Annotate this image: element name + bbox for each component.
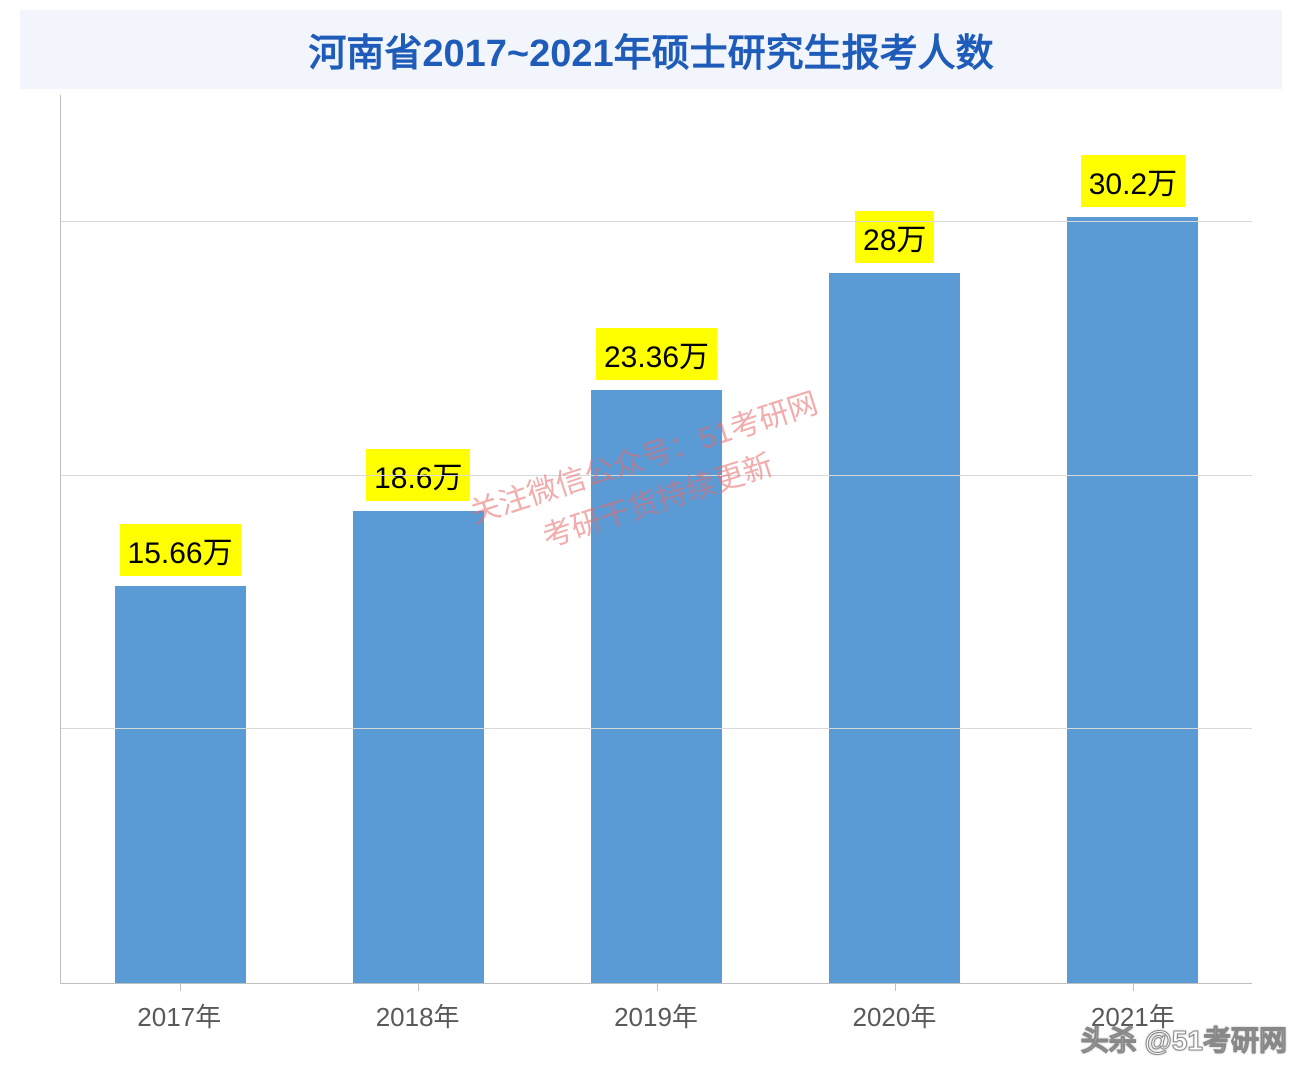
chart-container: 河南省2017~2021年硕士研究生报考人数 15.66万 18.6万 23.36万… bbox=[20, 10, 1282, 1054]
bar bbox=[353, 511, 484, 983]
x-tick bbox=[418, 983, 419, 991]
bar bbox=[591, 390, 722, 983]
x-tick bbox=[895, 983, 896, 991]
x-axis-label: 2017年 bbox=[60, 997, 298, 1034]
gridline bbox=[61, 728, 1252, 729]
plot-area: 15.66万 18.6万 23.36万 28万 30.2万 bbox=[60, 95, 1252, 984]
bar-slot: 23.36万 bbox=[537, 95, 775, 983]
bar bbox=[115, 586, 246, 983]
bar-slot: 28万 bbox=[776, 95, 1014, 983]
bar-value-label: 28万 bbox=[855, 211, 934, 263]
bar-value-label: 30.2万 bbox=[1081, 155, 1185, 207]
gridline bbox=[61, 221, 1252, 222]
bar-slot: 30.2万 bbox=[1014, 95, 1252, 983]
x-tick bbox=[657, 983, 658, 991]
x-axis-label: 2021年 bbox=[1014, 997, 1252, 1034]
gridline bbox=[61, 475, 1252, 476]
bar-slot: 15.66万 bbox=[61, 95, 299, 983]
chart-title: 河南省2017~2021年硕士研究生报考人数 bbox=[20, 10, 1282, 89]
bar-value-label: 23.36万 bbox=[596, 328, 717, 380]
x-axis-label: 2020年 bbox=[775, 997, 1013, 1034]
x-axis-labels: 2017年2018年2019年2020年2021年 bbox=[60, 997, 1252, 1034]
x-tick bbox=[1133, 983, 1134, 991]
x-axis-label: 2018年 bbox=[298, 997, 536, 1034]
bar-value-label: 15.66万 bbox=[120, 524, 241, 576]
bars-wrapper: 15.66万 18.6万 23.36万 28万 30.2万 bbox=[61, 95, 1252, 983]
bar bbox=[1067, 217, 1198, 983]
bar bbox=[829, 273, 960, 983]
bar-slot: 18.6万 bbox=[299, 95, 537, 983]
x-tick bbox=[180, 983, 181, 991]
x-axis-label: 2019年 bbox=[537, 997, 775, 1034]
